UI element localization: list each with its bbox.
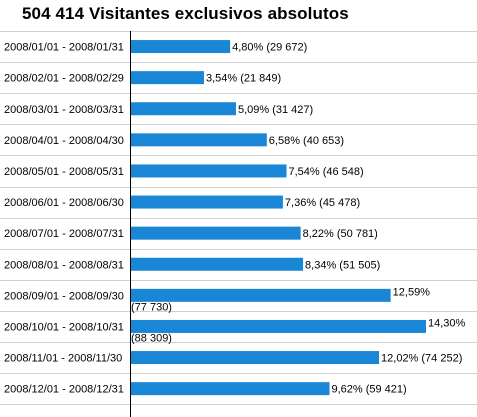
data-label-percent: 12,59% [393,286,431,298]
category-label: 2008/02/01 - 2008/02/29 [4,73,124,85]
data-label: 7,54% (46 548) [288,166,363,178]
category-label: 2008/01/01 - 2008/01/31 [4,42,124,54]
data-label-percent: 14,30% [428,317,466,329]
category-label: 2008/06/01 - 2008/06/30 [4,197,124,209]
bar [131,382,330,396]
bar [131,102,236,116]
category-label: 2008/05/01 - 2008/05/31 [4,166,124,178]
bar [131,319,426,333]
bar [131,164,287,178]
data-label: 5,09% (31 427) [238,104,313,116]
category-label: 2008/04/01 - 2008/04/30 [4,135,124,147]
category-label: 2008/12/01 - 2008/12/31 [4,384,124,396]
bar [131,133,267,147]
chart-title: 504 414 Visitantes exclusivos absolutos [22,4,349,23]
bar [131,40,231,54]
category-label: 2008/03/01 - 2008/03/31 [4,104,124,116]
data-label: 9,62% (59 421) [331,384,406,396]
bar [131,257,304,271]
data-label: 12,02% (74 252) [381,353,462,365]
category-label: 2008/11/01 - 2008/11/30 [4,353,122,365]
data-label: 7,36% (45 478) [285,197,360,209]
bar [131,195,283,209]
data-label: 6,58% (40 653) [269,135,344,147]
data-label: 8,22% (50 781) [303,228,378,240]
data-label-count: (88 309) [131,332,172,344]
bar [131,71,204,85]
data-label: 3,54% (21 849) [206,73,281,85]
data-label-count: (77 730) [131,301,172,313]
data-label: 8,34% (51 505) [305,259,380,271]
bar [131,226,301,240]
category-label: 2008/10/01 - 2008/10/31 [4,321,124,333]
category-label: 2008/09/01 - 2008/09/30 [4,290,124,302]
data-label: 4,80% (29 672) [232,42,307,54]
bar [131,288,391,302]
bar [131,351,380,365]
category-label: 2008/07/01 - 2008/07/31 [4,228,124,240]
category-label: 2008/08/01 - 2008/08/31 [4,259,124,271]
